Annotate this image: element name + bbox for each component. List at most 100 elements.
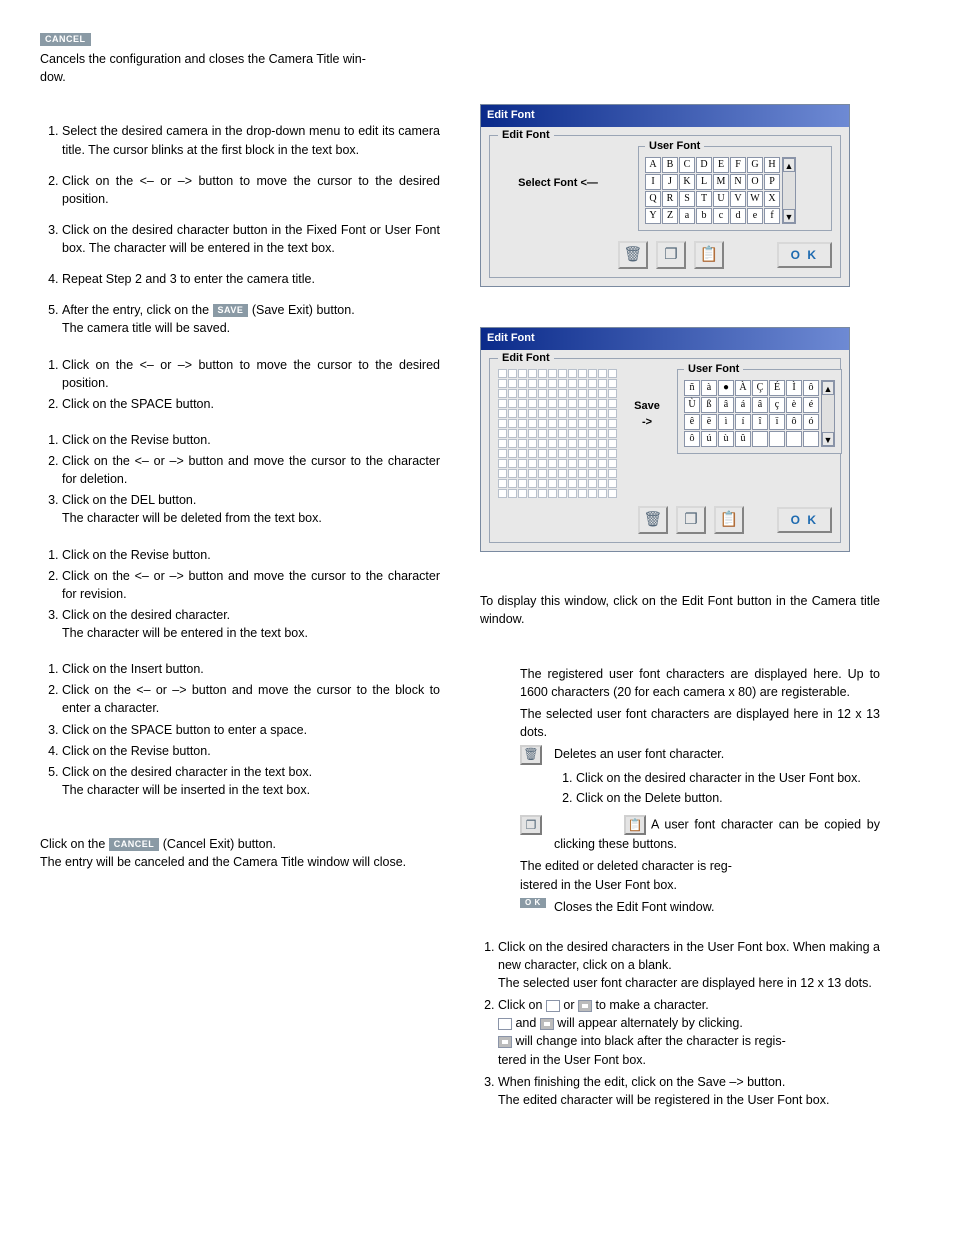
dot-cell[interactable] [518,429,527,438]
copy-icon-2[interactable]: ❐ [676,506,706,534]
dot-cell[interactable] [538,459,547,468]
userfont-cell[interactable]: P [764,174,780,190]
userfont-cell[interactable]: ç [769,397,785,413]
dot-cell[interactable] [528,469,537,478]
dot-cell[interactable] [508,489,517,498]
userfont-cell[interactable]: R [662,191,678,207]
dot-cell[interactable] [498,369,507,378]
dot-cell[interactable] [558,419,567,428]
userfont-cell[interactable]: d [730,208,746,224]
userfont-cell[interactable]: b [696,208,712,224]
dot-cell[interactable] [548,479,557,488]
dot-cell[interactable] [548,489,557,498]
userfont-scrollbar[interactable]: ▲ ▼ [782,157,796,224]
dot-cell[interactable] [518,489,527,498]
dot-cell[interactable] [518,419,527,428]
dot-cell[interactable] [558,369,567,378]
dot-cell[interactable] [608,389,617,398]
dot-cell[interactable] [518,449,527,458]
dot-cell[interactable] [558,479,567,488]
dot-cell[interactable] [588,469,597,478]
dot-cell[interactable] [508,389,517,398]
dot-cell[interactable] [518,469,527,478]
dot-cell[interactable] [538,479,547,488]
userfont-cell[interactable]: X [764,191,780,207]
dot-cell[interactable] [548,449,557,458]
userfont-cell[interactable]: è [786,397,802,413]
dot-cell[interactable] [548,419,557,428]
trash-icon[interactable]: 🗑 [618,241,648,269]
dot-cell[interactable] [578,489,587,498]
dot-cell[interactable] [498,439,507,448]
userfont-cell[interactable]: Ç [752,380,768,396]
dot-cell[interactable] [518,479,527,488]
userfont-cell[interactable]: ô [684,431,700,447]
dot-cell[interactable] [608,489,617,498]
dot-cell[interactable] [568,369,577,378]
dot-cell[interactable] [518,459,527,468]
dot-cell[interactable] [548,399,557,408]
dot-cell[interactable] [568,489,577,498]
dot-cell[interactable] [558,429,567,438]
dot-cell[interactable] [568,409,577,418]
dot-cell[interactable] [578,369,587,378]
dot-cell[interactable] [538,399,547,408]
dot-cell[interactable] [498,489,507,498]
dot-cell[interactable] [498,459,507,468]
dot-cell[interactable] [568,379,577,388]
dot-cell[interactable] [518,439,527,448]
dot-cell[interactable] [518,399,527,408]
dot-cell[interactable] [608,469,617,478]
dot-cell[interactable] [508,379,517,388]
dot-cell[interactable] [608,379,617,388]
trash-icon-2[interactable]: 🗑 [638,506,668,534]
dot-cell[interactable] [598,369,607,378]
dot-cell[interactable] [598,479,607,488]
userfont-cell[interactable]: F [730,157,746,173]
userfont-cell[interactable]: ú [701,431,717,447]
userfont-cell[interactable]: ô [803,380,819,396]
scroll-up-icon[interactable]: ▲ [783,158,795,172]
dot-cell[interactable] [508,439,517,448]
dot-cell[interactable] [598,389,607,398]
dot-cell[interactable] [528,489,537,498]
dot-cell[interactable] [508,479,517,488]
dot-cell[interactable] [548,389,557,398]
dot-cell[interactable] [528,449,537,458]
dot-cell[interactable] [528,459,537,468]
dot-cell[interactable] [498,429,507,438]
dot-cell[interactable] [598,399,607,408]
dot-cell[interactable] [498,379,507,388]
dot-cell[interactable] [608,399,617,408]
dot-cell[interactable] [528,369,537,378]
userfont-cell[interactable]: H [764,157,780,173]
dot-cell[interactable] [538,429,547,438]
userfont-cell[interactable]: ù [718,431,734,447]
ok-button-2[interactable]: O K [777,507,832,533]
userfont-cell[interactable]: â [752,397,768,413]
dot-cell[interactable] [568,459,577,468]
dot-cell[interactable] [508,369,517,378]
dot-cell[interactable] [578,449,587,458]
dot-cell[interactable] [588,479,597,488]
dot-cell[interactable] [548,439,557,448]
dot-cell[interactable] [568,389,577,398]
dot-cell[interactable] [568,399,577,408]
dot-cell[interactable] [578,469,587,478]
dot-cell[interactable] [588,449,597,458]
dot-cell[interactable] [568,419,577,428]
dot-cell[interactable] [608,459,617,468]
dot-cell[interactable] [548,379,557,388]
dot-cell[interactable] [538,379,547,388]
ok-button-1[interactable]: O K [777,242,832,268]
dot-cell[interactable] [508,399,517,408]
userfont-cell[interactable] [803,431,819,447]
dot-cell[interactable] [528,409,537,418]
userfont-cell[interactable]: ß [701,397,717,413]
dot-cell[interactable] [568,439,577,448]
dot-cell[interactable] [558,449,567,458]
userfont-cell[interactable]: T [696,191,712,207]
dot-cell[interactable] [528,479,537,488]
dot-cell[interactable] [508,469,517,478]
userfont-cell[interactable]: B [662,157,678,173]
